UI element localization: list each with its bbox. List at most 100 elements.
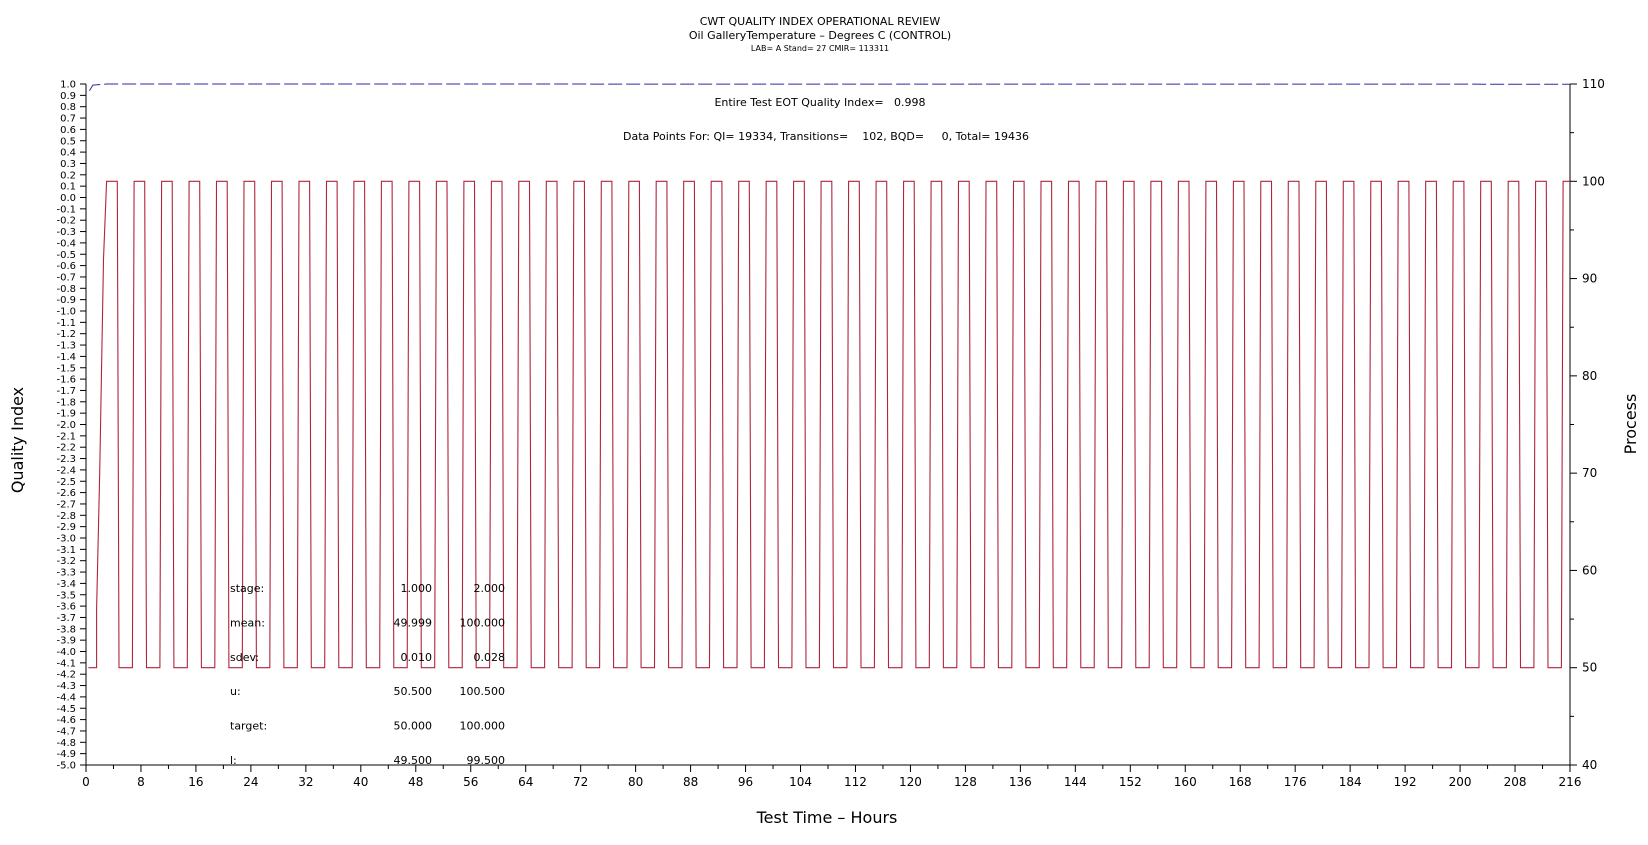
left-tick-label: -4.2 xyxy=(56,670,76,681)
left-tick-label: -2.6 xyxy=(56,488,76,499)
left-tick-label: -2.0 xyxy=(56,420,76,431)
left-tick-label: -4.0 xyxy=(56,647,76,658)
x-tick-label: 0 xyxy=(82,775,90,789)
left-tick-label: -4.6 xyxy=(56,715,76,726)
axes xyxy=(85,84,1571,766)
process-series-line xyxy=(88,180,1570,669)
stats-label: u: xyxy=(230,685,241,698)
x-tick-label: 88 xyxy=(683,775,698,789)
x-tick-label: 160 xyxy=(1174,775,1197,789)
stats-label: l: xyxy=(230,754,237,767)
left-tick-label: -0.1 xyxy=(56,204,76,215)
left-tick-label: -0.6 xyxy=(56,261,76,272)
left-tick-label: -2.4 xyxy=(56,465,76,476)
left-tick-label: 0.5 xyxy=(60,136,76,147)
stats-value-stage2: 99.500 xyxy=(467,754,506,767)
x-tick-label: 120 xyxy=(899,775,922,789)
left-tick-label: -2.7 xyxy=(56,499,76,510)
left-tick-label: -0.2 xyxy=(56,216,76,227)
right-axis-ticks: 40 50 60 70 80 90 100 110 xyxy=(1570,77,1605,772)
left-tick-label: -4.3 xyxy=(56,681,76,692)
left-tick-label: -4.5 xyxy=(56,704,76,715)
x-tick-label: 184 xyxy=(1339,775,1362,789)
quality-index-series-line xyxy=(88,83,1571,92)
left-tick-label: 0.7 xyxy=(60,114,76,125)
right-axis-label: Process xyxy=(1621,394,1640,455)
stats-label: stage: xyxy=(230,582,264,595)
stats-table: stage: 1.000 2.000 mean: 49.999 100.000 sdev: 0… xyxy=(230,582,505,767)
stats-value-stage2: 100.000 xyxy=(460,616,506,629)
stats-value-stage1: 0.010 xyxy=(401,651,433,664)
left-tick-label: -2.8 xyxy=(56,511,76,522)
left-tick-label: -2.2 xyxy=(56,443,76,454)
left-tick-label: 0.0 xyxy=(60,193,76,204)
left-tick-label: 1.0 xyxy=(60,80,76,91)
stats-value-stage2: 100.500 xyxy=(460,685,506,698)
x-tick-label: 64 xyxy=(518,775,533,789)
left-tick-label: -3.9 xyxy=(56,636,76,647)
x-axis-label: Test Time – Hours xyxy=(756,808,898,827)
left-tick-label: -0.8 xyxy=(56,284,76,295)
x-tick-label: 152 xyxy=(1119,775,1142,789)
x-tick-label: 56 xyxy=(463,775,478,789)
stats-label: mean: xyxy=(230,616,265,629)
left-tick-label: -3.4 xyxy=(56,579,76,590)
left-tick-label: -5.0 xyxy=(56,761,76,772)
left-tick-label: -1.8 xyxy=(56,397,76,408)
right-tick-label: 60 xyxy=(1582,563,1597,577)
left-tick-label: 0.1 xyxy=(60,182,76,193)
x-tick-label: 48 xyxy=(408,775,423,789)
stats-label: target: xyxy=(230,720,267,733)
stats-value-stage1: 50.500 xyxy=(394,685,433,698)
left-tick-label: -0.5 xyxy=(56,250,76,261)
left-tick-label: -1.4 xyxy=(56,352,76,363)
right-tick-label: 110 xyxy=(1582,77,1605,91)
left-tick-label: -3.3 xyxy=(56,568,76,579)
x-tick-label: 128 xyxy=(954,775,977,789)
chart-title: CWT QUALITY INDEX OPERATIONAL REVIEW xyxy=(700,15,941,28)
x-tick-label: 176 xyxy=(1284,775,1307,789)
chart-subtitle-2: LAB= A Stand= 27 CMIR= 113311 xyxy=(751,44,889,53)
chart-subtitle: Oil GalleryTemperature – Degrees C (CONT… xyxy=(689,29,951,42)
left-tick-label: -1.6 xyxy=(56,375,76,386)
x-tick-label: 168 xyxy=(1229,775,1252,789)
left-tick-label: -3.1 xyxy=(56,545,76,556)
left-tick-label: 0.2 xyxy=(60,170,76,181)
stats-value-stage1: 49.999 xyxy=(394,616,433,629)
left-tick-label: -0.4 xyxy=(56,238,76,249)
left-tick-label: 0.9 xyxy=(60,91,76,102)
right-tick-label: 40 xyxy=(1582,758,1597,772)
left-tick-label: -2.9 xyxy=(56,522,76,533)
x-tick-label: 136 xyxy=(1009,775,1032,789)
left-tick-label: -3.7 xyxy=(56,613,76,624)
x-tick-label: 8 xyxy=(137,775,145,789)
x-tick-label: 72 xyxy=(573,775,588,789)
left-tick-label: -4.9 xyxy=(56,749,76,760)
left-tick-label: -0.3 xyxy=(56,227,76,238)
left-tick-label: -3.5 xyxy=(56,590,76,601)
stats-value-stage1: 49.500 xyxy=(394,754,433,767)
left-tick-label: 0.3 xyxy=(60,159,76,170)
x-tick-label: 24 xyxy=(243,775,258,789)
right-tick-label: 100 xyxy=(1582,174,1605,188)
left-tick-label: 0.4 xyxy=(60,148,76,159)
stats-value-stage2: 2.000 xyxy=(474,582,506,595)
x-tick-label: 216 xyxy=(1559,775,1582,789)
left-tick-label: -1.0 xyxy=(56,307,76,318)
left-tick-label: -0.9 xyxy=(56,295,76,306)
stats-label: sdev: xyxy=(230,651,259,664)
left-tick-label: 0.6 xyxy=(60,125,76,136)
eot-annotation: Entire Test EOT Quality Index= 0.998 xyxy=(714,96,925,109)
right-tick-label: 70 xyxy=(1582,466,1597,480)
left-tick-label: -4.4 xyxy=(56,692,76,703)
left-tick-label: -0.7 xyxy=(56,272,76,283)
stats-value-stage2: 0.028 xyxy=(474,651,506,664)
left-tick-label: -2.1 xyxy=(56,431,76,442)
left-tick-label: -1.7 xyxy=(56,386,76,397)
x-tick-label: 112 xyxy=(844,775,867,789)
left-axis-label: Quality Index xyxy=(8,387,27,493)
right-tick-label: 80 xyxy=(1582,369,1597,383)
stats-value-stage1: 1.000 xyxy=(401,582,433,595)
left-tick-label: -1.3 xyxy=(56,341,76,352)
